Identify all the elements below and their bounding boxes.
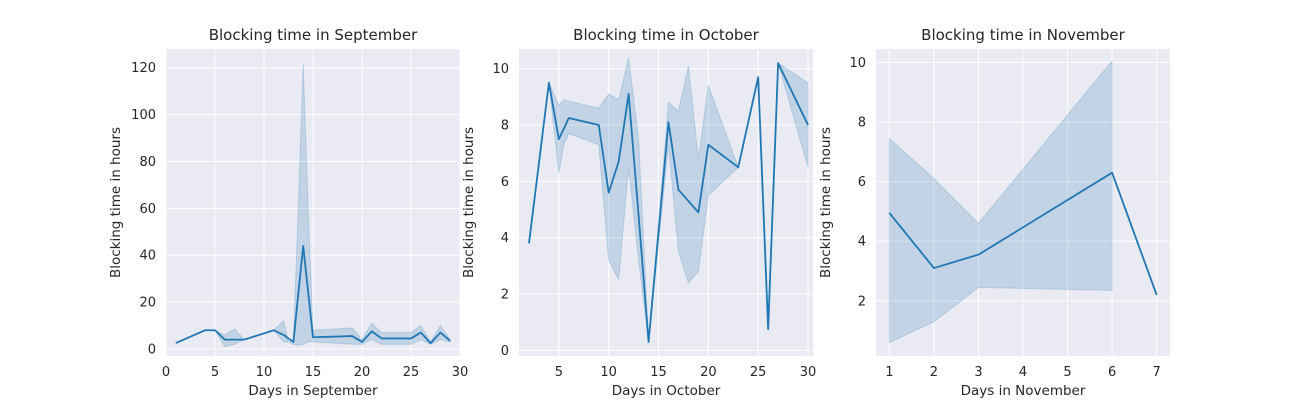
chart-panel-2: 5 10 15 20 25 30 0 2 4 6 8 10 Blocking time in Octob… — [461, 26, 816, 399]
plot-marks — [888, 59, 1158, 344]
y-tick-label: 8 — [501, 119, 509, 134]
x-tick-label: 25 — [403, 365, 420, 380]
y-tick-label: 80 — [139, 155, 156, 170]
x-tick-label: 20 — [354, 365, 371, 380]
chart-panel-3: 1 2 3 4 5 6 7 2 4 6 8 10 Blocking time in November Da… — [818, 26, 1170, 399]
y-tick-label: 6 — [501, 175, 509, 190]
x-tick-label: 30 — [452, 365, 469, 380]
y-tick-label: 10 — [849, 56, 866, 71]
y-axis-label: Blocking time in hours — [818, 127, 834, 278]
chart-title: Blocking time in October — [573, 26, 759, 44]
x-tick-label: 15 — [650, 365, 667, 380]
x-tick-label: 10 — [256, 365, 273, 380]
series-line — [175, 244, 451, 345]
x-tick-label: 6 — [1108, 365, 1116, 380]
series-line — [528, 62, 809, 343]
chart-title: Blocking time in November — [921, 26, 1125, 44]
x-tick-label: 15 — [305, 365, 322, 380]
y-tick-label: 6 — [858, 175, 866, 190]
x-axis-label: Days in November — [961, 383, 1086, 399]
y-tick-label: 4 — [501, 231, 509, 246]
x-axis-label: Days in September — [248, 383, 378, 399]
x-tick-label: 5 — [555, 365, 563, 380]
x-tick-label: 30 — [800, 365, 817, 380]
y-tick-label: 20 — [139, 296, 156, 311]
y-tick-label: 2 — [858, 294, 866, 309]
y-tick-label: 0 — [148, 342, 156, 357]
x-tick-label: 4 — [1019, 365, 1027, 380]
chart-title: Blocking time in September — [209, 26, 418, 44]
y-tick-label: 100 — [131, 108, 156, 123]
y-tick-label: 10 — [492, 62, 509, 77]
y-tick-label: 8 — [858, 116, 866, 131]
x-tick-label: 10 — [600, 365, 617, 380]
confidence-band — [888, 59, 1113, 344]
x-tick-label: 7 — [1152, 365, 1160, 380]
x-tick-label: 1 — [885, 365, 893, 380]
x-axis-label: Days in October — [612, 383, 721, 399]
x-tick-label: 25 — [750, 365, 767, 380]
x-tick-label: 0 — [162, 365, 170, 380]
y-tick-label: 120 — [131, 61, 156, 76]
y-axis-label: Blocking time in hours — [108, 127, 124, 278]
y-tick-label: 40 — [139, 249, 156, 264]
x-tick-label: 2 — [930, 365, 938, 380]
y-axis-label: Blocking time in hours — [461, 127, 477, 278]
y-tick-label: 60 — [139, 202, 156, 217]
chart-panel-1: 0 5 10 15 20 25 30 0 20 40 60 80 100 120 Blocking time… — [108, 26, 468, 399]
x-tick-label: 5 — [211, 365, 219, 380]
y-tick-label: 0 — [501, 344, 509, 359]
x-tick-label: 5 — [1063, 365, 1071, 380]
y-tick-label: 4 — [858, 235, 866, 250]
plot-marks — [175, 63, 451, 348]
plot-marks — [528, 57, 809, 343]
y-tick-label: 2 — [501, 288, 509, 303]
x-tick-label: 3 — [974, 365, 982, 380]
x-tick-label: 20 — [700, 365, 717, 380]
series-line — [888, 171, 1158, 296]
